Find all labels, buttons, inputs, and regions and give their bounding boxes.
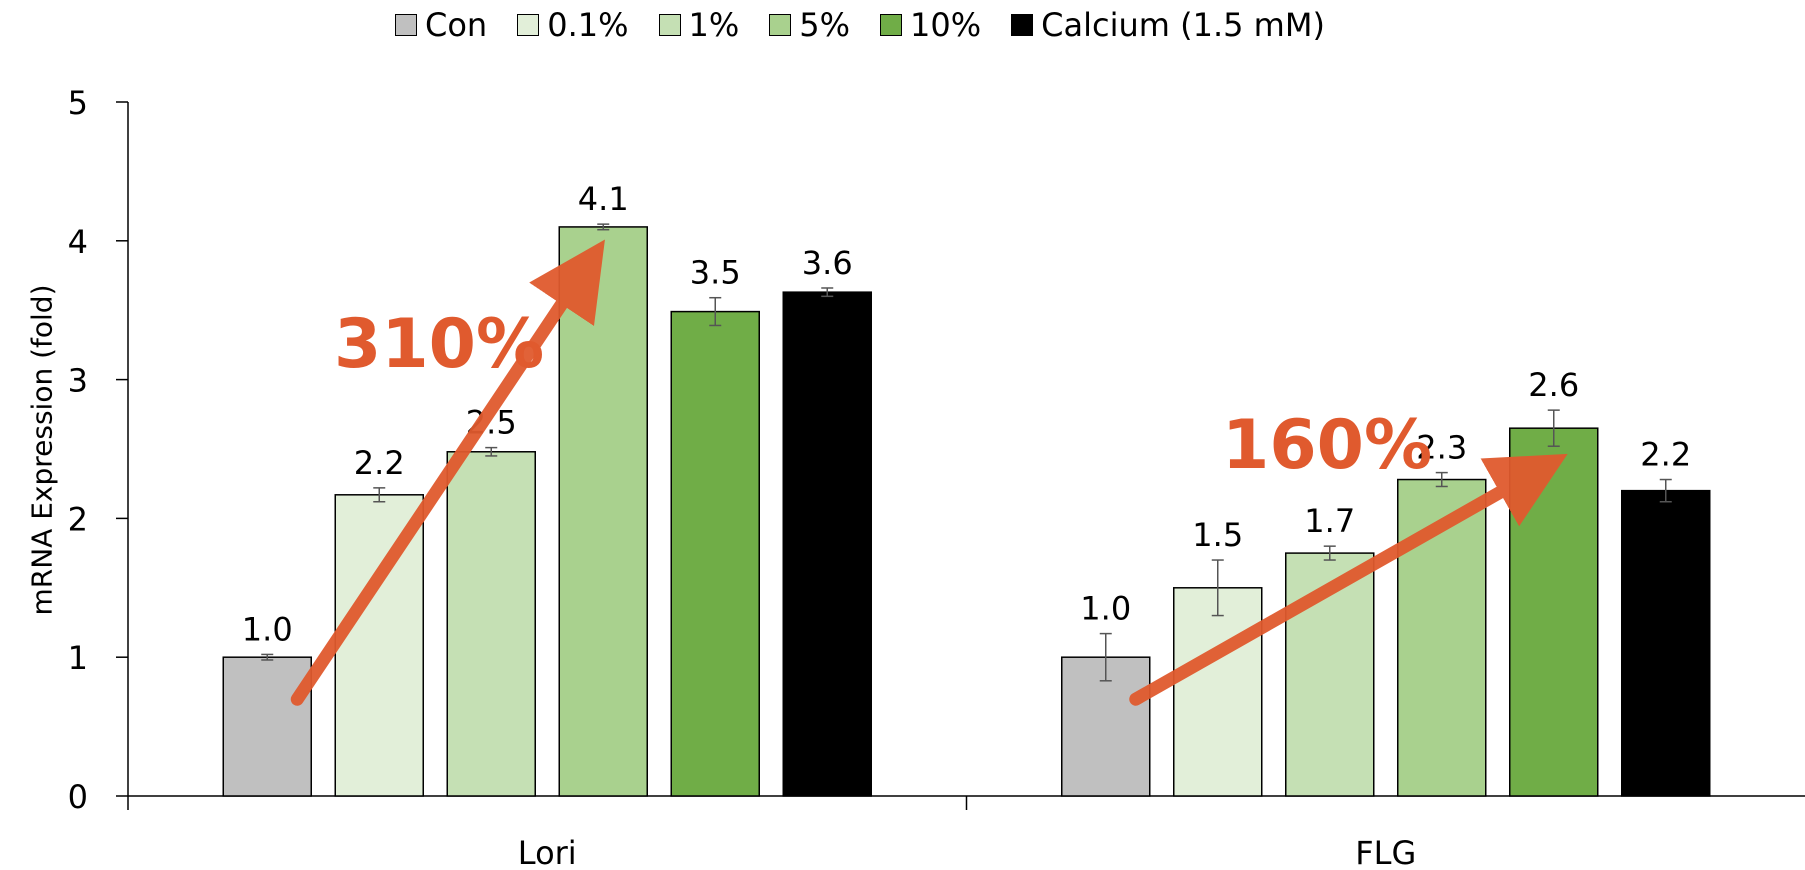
data-label: 1.5 xyxy=(1192,516,1243,554)
bar xyxy=(558,226,648,797)
data-label: 2.2 xyxy=(1640,436,1691,474)
legend-item-calcium: Calcium (1.5 mM) xyxy=(1011,6,1325,44)
bar xyxy=(334,494,424,797)
data-label: 3.6 xyxy=(802,244,853,282)
data-label: 2.2 xyxy=(354,444,405,482)
bar xyxy=(1621,489,1711,797)
legend-swatch-con xyxy=(395,14,417,36)
legend-swatch-5pct xyxy=(769,14,792,36)
data-label: 2.6 xyxy=(1528,366,1579,404)
legend-swatch-10pct xyxy=(880,14,903,36)
legend-label-0-1pct: 0.1% xyxy=(547,6,629,44)
bar xyxy=(670,310,760,797)
legend-label-5pct: 5% xyxy=(799,6,851,44)
legend-item-5pct: 5% xyxy=(769,6,850,44)
bar xyxy=(222,656,312,797)
legend-label-calcium: Calcium (1.5 mM) xyxy=(1041,6,1325,44)
legend-swatch-1pct xyxy=(658,14,681,36)
bar xyxy=(782,291,872,797)
annotation-310pct: 310% xyxy=(334,305,545,384)
legend-label-con: Con xyxy=(425,6,488,44)
legend-item-1pct: 1% xyxy=(658,6,740,44)
legend-swatch-calcium xyxy=(1011,14,1034,36)
legend-item-con: Con xyxy=(395,6,487,44)
annotation-160pct: 160% xyxy=(1222,406,1433,485)
data-label: 1.0 xyxy=(242,610,293,648)
legend-swatch-0-1pct xyxy=(517,14,540,36)
arrow-310pct xyxy=(290,239,605,706)
y-tick-label: 2 xyxy=(68,500,88,538)
legend: Con 0.1% 1% 5% 10% Calcium (1.5 mM) xyxy=(395,6,1355,44)
data-label: 4.1 xyxy=(578,180,629,218)
arrow-160pct xyxy=(1129,453,1568,706)
x-category-label: FLG xyxy=(1355,834,1416,870)
x-category-label: Lori xyxy=(518,834,577,870)
y-tick-label: 4 xyxy=(68,223,88,261)
bar xyxy=(1173,587,1263,797)
data-label: 2.3 xyxy=(1416,429,1467,467)
legend-item-10pct: 10% xyxy=(880,6,981,44)
legend-item-0-1pct: 0.1% xyxy=(517,6,629,44)
data-label: 3.5 xyxy=(690,254,741,292)
data-label: 1.7 xyxy=(1304,502,1355,540)
bar xyxy=(446,451,536,797)
y-tick-label: 5 xyxy=(68,84,88,122)
legend-label-1pct: 1% xyxy=(688,6,740,44)
legend-label-10pct: 10% xyxy=(910,6,982,44)
data-label: 1.0 xyxy=(1080,590,1131,628)
y-tick-label: 1 xyxy=(68,639,88,677)
y-tick-label: 3 xyxy=(68,362,88,400)
y-tick-label: 0 xyxy=(68,778,88,816)
